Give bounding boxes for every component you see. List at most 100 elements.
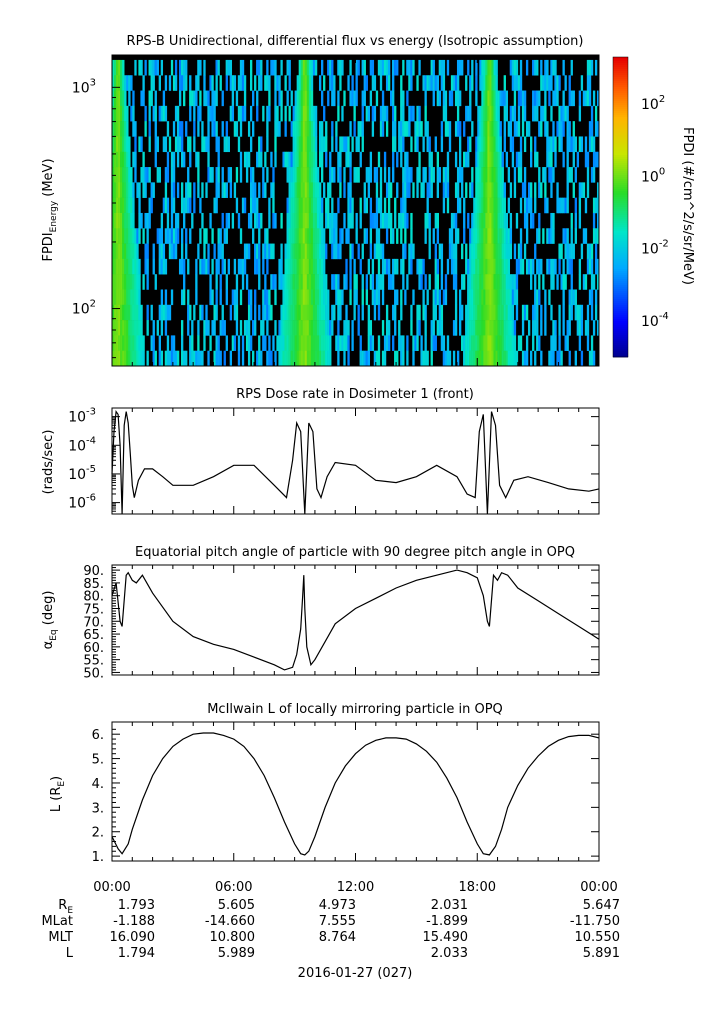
heatmap-cell	[404, 151, 407, 168]
heatmap-cell	[280, 212, 283, 229]
heatmap-cell	[487, 320, 490, 336]
heatmap-cell	[300, 182, 304, 198]
heatmap-cell	[489, 212, 492, 229]
heatmap-cell	[318, 335, 322, 351]
heatmap-cell	[430, 320, 433, 336]
heatmap-cell	[227, 258, 230, 275]
heatmap-cell	[286, 151, 289, 168]
heatmap-cell	[205, 304, 208, 321]
heatmap-cell	[124, 75, 127, 91]
heatmap-cell	[168, 136, 172, 153]
heatmap-cell	[489, 59, 492, 76]
heatmap-cell	[471, 350, 474, 367]
heatmap-cell	[495, 121, 498, 137]
heatmap-cell	[461, 243, 464, 260]
heatmap-cell	[300, 90, 304, 107]
heatmap-cell	[207, 105, 210, 122]
heatmap-cell	[440, 274, 444, 290]
heatmap-cell	[327, 289, 330, 306]
heatmap-cell	[284, 121, 287, 137]
heatmap-cell	[436, 212, 439, 229]
heatmap-cell	[288, 59, 291, 76]
heatmap-cell	[282, 151, 285, 168]
heatmap-cell	[392, 335, 395, 351]
heatmap-cell	[554, 59, 557, 76]
heatmap-cell	[296, 304, 299, 321]
colorbar-frame	[612, 56, 629, 358]
heatmap-cell	[458, 59, 462, 76]
heatmap-cell	[323, 75, 326, 91]
heatmap-cell	[280, 350, 283, 367]
heatmap-cell	[440, 258, 444, 275]
heatmap-cell	[503, 182, 506, 198]
heatmap-cell	[489, 289, 492, 306]
heatmap-cell	[432, 75, 435, 91]
heatmap-cell	[404, 121, 407, 137]
heatmap-cell	[266, 350, 269, 367]
lshell-title: McIlwain L of locally mirroring particle…	[207, 702, 503, 717]
heatmap-cell	[588, 243, 592, 260]
y-tick-label: 6.	[92, 728, 104, 743]
heatmap-cell	[424, 350, 427, 367]
heatmap-cell	[515, 59, 519, 76]
heatmap-cell	[314, 105, 318, 122]
colorbar-segment	[613, 345, 628, 348]
heatmap-cell	[160, 59, 164, 76]
heatmap-cell	[503, 136, 506, 153]
heatmap-cell	[387, 167, 391, 183]
heatmap-cell	[430, 59, 433, 76]
colorbar-segment	[613, 99, 628, 102]
heatmap-cell	[550, 350, 553, 367]
colorbar-segment	[613, 101, 628, 104]
heatmap-cell	[485, 289, 488, 306]
heatmap-cell	[558, 136, 561, 153]
heatmap-cell	[239, 59, 243, 76]
heatmap-cell	[408, 105, 411, 122]
heatmap-cell	[507, 335, 511, 351]
heatmap-cell	[199, 197, 202, 214]
heatmap-cell	[402, 105, 405, 122]
heatmap-cell	[487, 228, 490, 244]
heatmap-cell	[436, 228, 439, 244]
heatmap-cell	[203, 59, 206, 76]
heatmap-cell	[580, 350, 584, 367]
heatmap-cell	[477, 182, 480, 198]
heatmap-cell	[507, 228, 511, 244]
heatmap-cell	[532, 320, 535, 336]
heatmap-cell	[586, 75, 590, 91]
heatmap-cell	[154, 136, 157, 153]
heatmap-cell	[312, 59, 316, 76]
heatmap-cell	[298, 121, 302, 137]
heatmap-cell	[392, 274, 395, 290]
heatmap-cell	[556, 90, 559, 107]
colorbar-segment	[613, 341, 628, 344]
heatmap-cell	[199, 304, 202, 321]
heatmap-cell	[209, 335, 212, 351]
heatmap-cell	[475, 75, 478, 91]
heatmap-cell	[256, 90, 259, 107]
heatmap-cell	[152, 75, 155, 91]
heatmap-cell	[491, 258, 494, 275]
heatmap-cell	[199, 105, 202, 122]
colorbar-segment	[613, 69, 628, 72]
heatmap-cell	[410, 320, 413, 336]
heatmap-cell	[436, 274, 439, 290]
heatmap-cell	[258, 335, 261, 351]
heatmap-cell	[172, 197, 176, 214]
heatmap-cell	[116, 121, 119, 137]
heatmap-cell	[122, 167, 125, 183]
heatmap-cell	[329, 75, 332, 91]
heatmap-cell	[331, 320, 334, 336]
heatmap-cell	[513, 289, 517, 306]
heatmap-cell	[235, 304, 239, 321]
heatmap-cell	[308, 90, 312, 107]
heatmap-cell	[132, 121, 135, 137]
heatmap-cell	[345, 136, 348, 153]
heatmap-cell	[410, 243, 413, 260]
colorbar-segment	[613, 89, 628, 92]
heatmap-cell	[114, 136, 117, 153]
heatmap-cell	[586, 90, 590, 107]
heatmap-cell	[114, 167, 117, 183]
heatmap-cell	[215, 167, 218, 183]
